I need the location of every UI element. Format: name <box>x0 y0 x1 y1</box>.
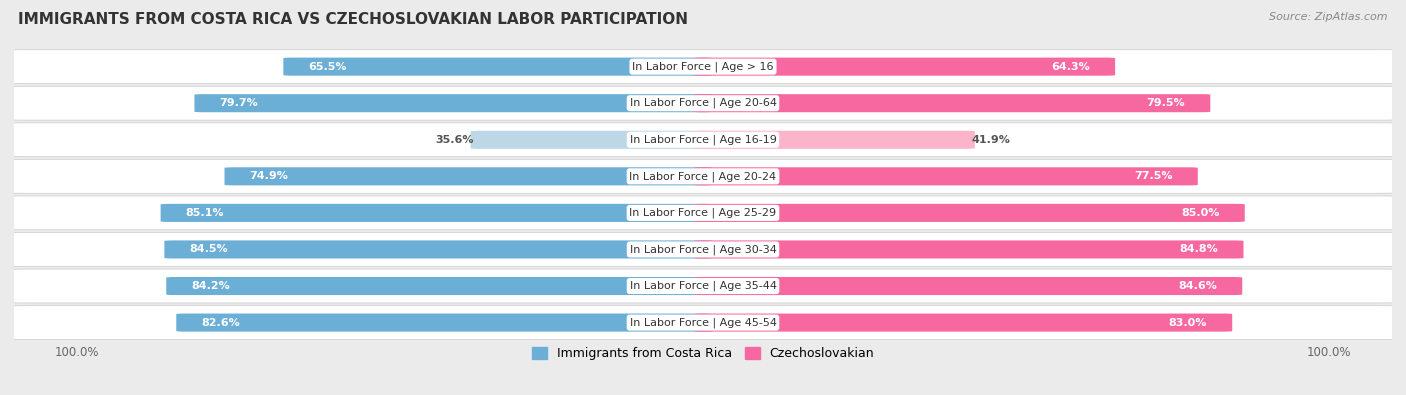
Text: 74.9%: 74.9% <box>249 171 288 181</box>
Text: In Labor Force | Age 20-64: In Labor Force | Age 20-64 <box>630 98 776 109</box>
Text: In Labor Force | Age 30-34: In Labor Force | Age 30-34 <box>630 244 776 255</box>
Text: 84.6%: 84.6% <box>1178 281 1218 291</box>
FancyBboxPatch shape <box>225 167 713 185</box>
FancyBboxPatch shape <box>1 160 1405 193</box>
FancyBboxPatch shape <box>160 204 713 222</box>
FancyBboxPatch shape <box>1 123 1405 157</box>
FancyBboxPatch shape <box>1 269 1405 303</box>
FancyBboxPatch shape <box>284 58 713 76</box>
Text: In Labor Force | Age 25-29: In Labor Force | Age 25-29 <box>630 208 776 218</box>
FancyBboxPatch shape <box>1 306 1405 340</box>
FancyBboxPatch shape <box>165 241 713 258</box>
Text: In Labor Force | Age 45-54: In Labor Force | Age 45-54 <box>630 317 776 328</box>
FancyBboxPatch shape <box>194 94 713 112</box>
FancyBboxPatch shape <box>693 167 1198 185</box>
Text: 84.2%: 84.2% <box>191 281 231 291</box>
FancyBboxPatch shape <box>471 131 713 149</box>
Text: In Labor Force | Age 35-44: In Labor Force | Age 35-44 <box>630 281 776 291</box>
FancyBboxPatch shape <box>1 50 1405 84</box>
FancyBboxPatch shape <box>693 277 1243 295</box>
Text: In Labor Force | Age 16-19: In Labor Force | Age 16-19 <box>630 135 776 145</box>
Text: In Labor Force | Age 20-24: In Labor Force | Age 20-24 <box>630 171 776 182</box>
FancyBboxPatch shape <box>693 314 1232 332</box>
FancyBboxPatch shape <box>176 314 713 332</box>
Text: 82.6%: 82.6% <box>201 318 240 327</box>
FancyBboxPatch shape <box>693 241 1243 258</box>
Text: 64.3%: 64.3% <box>1052 62 1090 71</box>
Text: 77.5%: 77.5% <box>1135 171 1173 181</box>
Text: 83.0%: 83.0% <box>1168 318 1208 327</box>
Text: 35.6%: 35.6% <box>436 135 474 145</box>
FancyBboxPatch shape <box>693 204 1244 222</box>
Legend: Immigrants from Costa Rica, Czechoslovakian: Immigrants from Costa Rica, Czechoslovak… <box>527 342 879 365</box>
FancyBboxPatch shape <box>693 94 1211 112</box>
FancyBboxPatch shape <box>166 277 713 295</box>
Text: 84.8%: 84.8% <box>1180 245 1219 254</box>
FancyBboxPatch shape <box>693 131 974 149</box>
Text: 85.1%: 85.1% <box>186 208 224 218</box>
Text: 100.0%: 100.0% <box>55 346 98 359</box>
FancyBboxPatch shape <box>693 58 1115 76</box>
Text: IMMIGRANTS FROM COSTA RICA VS CZECHOSLOVAKIAN LABOR PARTICIPATION: IMMIGRANTS FROM COSTA RICA VS CZECHOSLOV… <box>18 12 689 27</box>
FancyBboxPatch shape <box>1 196 1405 230</box>
Text: 84.5%: 84.5% <box>190 245 228 254</box>
FancyBboxPatch shape <box>1 233 1405 266</box>
Text: In Labor Force | Age > 16: In Labor Force | Age > 16 <box>633 61 773 72</box>
Text: Source: ZipAtlas.com: Source: ZipAtlas.com <box>1270 12 1388 22</box>
Text: 85.0%: 85.0% <box>1181 208 1219 218</box>
Text: 100.0%: 100.0% <box>1308 346 1351 359</box>
Text: 41.9%: 41.9% <box>972 135 1011 145</box>
FancyBboxPatch shape <box>1 86 1405 120</box>
Text: 79.5%: 79.5% <box>1147 98 1185 108</box>
Text: 79.7%: 79.7% <box>219 98 259 108</box>
Text: 65.5%: 65.5% <box>308 62 347 71</box>
